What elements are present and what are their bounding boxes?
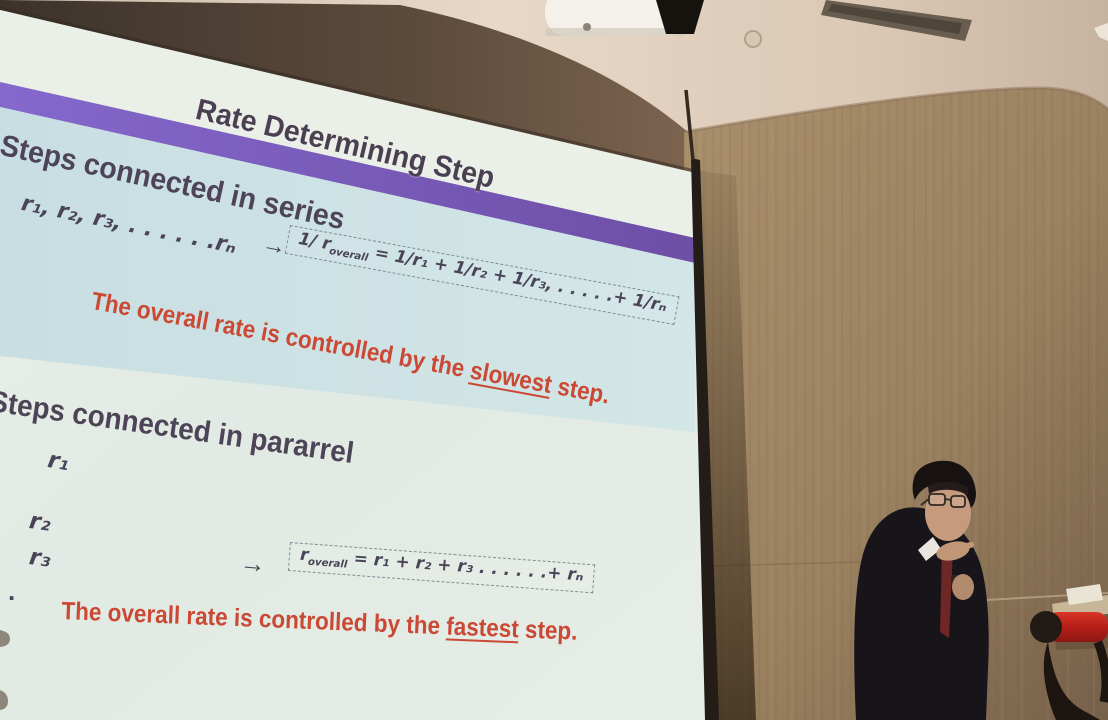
projector-mount bbox=[656, 0, 704, 34]
chair-frame bbox=[1043, 642, 1100, 720]
projection-screen bbox=[0, 6, 719, 720]
slide-title-band bbox=[0, 10, 695, 240]
presenter-hand bbox=[936, 541, 975, 561]
corner-fixture bbox=[1094, 23, 1108, 41]
presenter-suit bbox=[854, 507, 989, 720]
screen-right-edge bbox=[691, 158, 719, 720]
ceiling-vent bbox=[821, 0, 972, 41]
chair-red-back bbox=[1046, 612, 1108, 642]
screen-top-edge bbox=[0, 6, 696, 173]
presenter-face bbox=[925, 485, 971, 541]
presenter-glasses bbox=[920, 493, 966, 508]
ceiling-cove-line bbox=[683, 86, 1108, 134]
chair bbox=[1030, 611, 1108, 720]
slide-series-box bbox=[0, 107, 695, 432]
wood-wall bbox=[683, 86, 1108, 720]
screen-corner-marks bbox=[0, 630, 10, 710]
presenter-shirt-cuff bbox=[918, 537, 941, 561]
paper-sheet bbox=[1066, 584, 1103, 605]
chair-knob bbox=[1030, 611, 1062, 643]
projector bbox=[545, 0, 704, 36]
presenter-left-hand bbox=[952, 574, 974, 600]
slide-accent-bar bbox=[0, 82, 695, 263]
presenter-tie bbox=[940, 546, 953, 638]
presenter bbox=[854, 460, 989, 720]
ceiling-sensor bbox=[744, 30, 762, 48]
